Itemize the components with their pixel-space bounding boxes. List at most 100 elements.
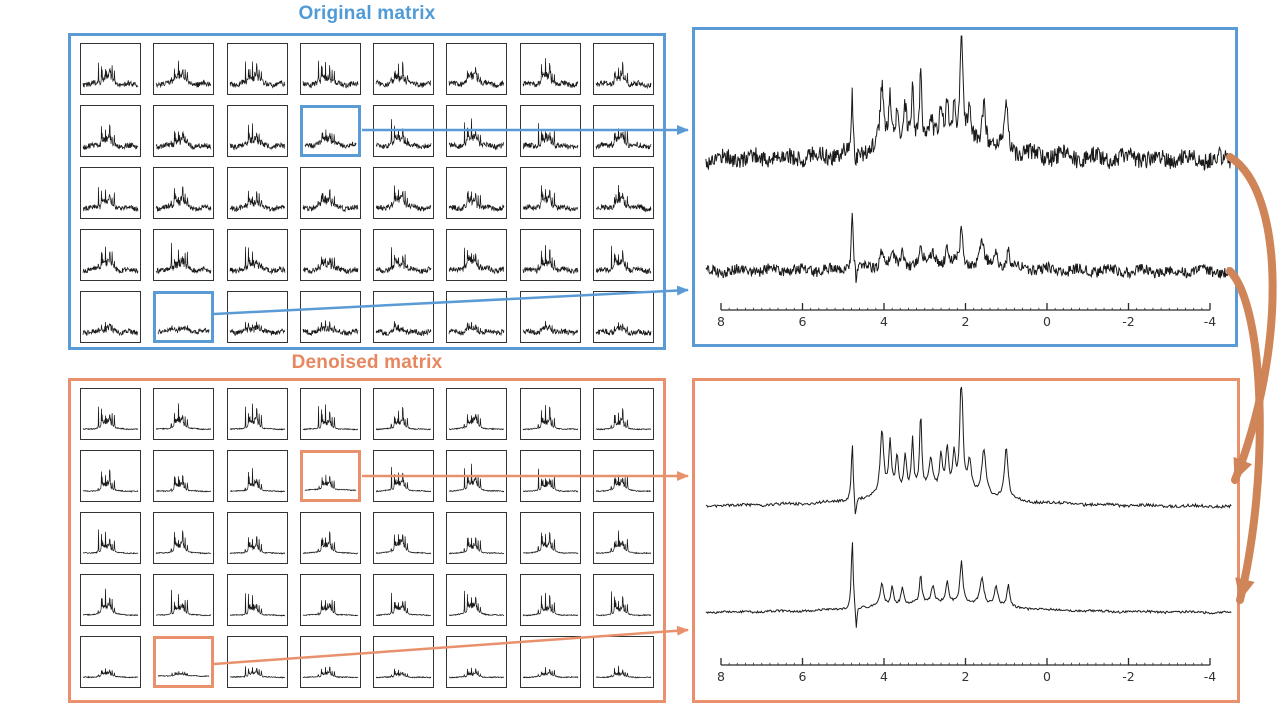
thumbnail-spectrum-plot xyxy=(156,242,212,275)
thumbnail-spectrum-line xyxy=(375,321,432,337)
thumbnail-spectrum-plot xyxy=(229,123,285,151)
thumbnail-spectrum-plot xyxy=(156,403,212,431)
thumbnail-spectrum-plot xyxy=(449,190,505,212)
thumbnail-spectrum-plot xyxy=(522,320,578,336)
thumbnail-spectrum-line xyxy=(82,406,139,431)
thumbnail-spectrum-plot xyxy=(376,534,432,555)
axis-tick-label: 6 xyxy=(799,314,807,329)
thumbnail-spectrum-plot xyxy=(302,531,358,555)
axis-tick-label: 2 xyxy=(962,314,970,329)
thumbnail-spectrum-line xyxy=(229,190,285,212)
spectrum-thumbnail xyxy=(80,105,141,157)
original-detail-panel: 8 6 4 2 0 -2 -4 xyxy=(692,27,1238,347)
original-matrix-title: Original matrix xyxy=(298,3,436,24)
thumbnail-spectrum-line xyxy=(522,58,579,88)
thumbnail-spectrum-line xyxy=(596,591,652,617)
thumbnail-spectrum-line xyxy=(158,671,210,678)
detail-spectra-plot: 8 6 4 2 0 -2 -4 xyxy=(705,35,1232,329)
thumbnail-spectrum-plot xyxy=(449,247,505,275)
spectrum-thumbnail xyxy=(299,388,361,440)
thumbnail-spectrum-line xyxy=(229,246,285,275)
thumbnail-spectrum-plot xyxy=(449,590,505,617)
spectrum-thumbnail xyxy=(373,105,435,157)
spectrum-thumbnail xyxy=(226,229,288,281)
thumbnail-spectrum-line xyxy=(302,599,359,617)
spectrum-thumbnail xyxy=(299,291,361,343)
spectrum-thumbnail xyxy=(593,167,655,219)
spectrum-thumbnail xyxy=(519,229,581,281)
thumbnail-spectrum-line xyxy=(595,474,652,493)
spectrum-thumbnail xyxy=(80,388,141,440)
spectrum-thumbnail xyxy=(593,636,655,688)
axis-tick-label: 0 xyxy=(1043,669,1051,684)
thumbnail-spectrum-line xyxy=(522,123,579,151)
thumbnail-spectrum-plot xyxy=(375,321,432,337)
thumbnail-spectrum-line xyxy=(229,321,285,337)
thumbnail-spectrum-plot xyxy=(522,532,579,555)
spectrum-thumbnail xyxy=(226,450,288,502)
thumbnail-spectrum-line xyxy=(302,666,359,679)
thumbnail-spectrum-plot xyxy=(302,60,359,89)
spectrum-thumbnail xyxy=(519,105,581,157)
original-selected-spectrum-1 xyxy=(705,35,1232,171)
thumbnail-spectrum-line xyxy=(82,668,139,679)
thumbnail-spectrum-line xyxy=(596,185,652,213)
spectrum-thumbnail xyxy=(373,291,435,343)
thumbnail-spectrum-plot xyxy=(449,118,505,151)
selected-spectrum-thumbnail xyxy=(153,291,215,343)
spectrum-thumbnail xyxy=(373,512,435,564)
thumbnail-spectrum-plot xyxy=(156,589,212,617)
thumbnail-spectrum-line xyxy=(449,667,505,679)
thumbnail-spectrum-line xyxy=(302,256,359,275)
spectrum-thumbnail xyxy=(446,450,508,502)
spectrum-thumbnail xyxy=(593,43,655,95)
thumbnail-spectrum-plot xyxy=(302,599,359,617)
spectrum-thumbnail xyxy=(153,574,215,626)
thumbnail-spectrum-plot xyxy=(229,468,285,493)
thumbnail-spectrum-plot xyxy=(522,404,578,431)
thumbnail-spectrum-line xyxy=(449,67,505,89)
thumbnail-spectrum-plot xyxy=(522,185,578,212)
spectrum-thumbnail xyxy=(153,388,215,440)
thumbnail-spectrum-line xyxy=(376,668,432,679)
thumbnail-spectrum-plot xyxy=(156,475,212,493)
spectrum-thumbnail xyxy=(226,291,288,343)
thumbnail-spectrum-plot xyxy=(595,128,652,151)
thumbnail-spectrum-plot xyxy=(229,536,285,555)
spectrum-thumbnail xyxy=(299,574,361,626)
thumbnail-spectrum-plot xyxy=(522,123,579,151)
thumbnail-spectrum-plot xyxy=(595,530,652,555)
spectrum-thumbnail xyxy=(299,636,361,688)
thumbnail-spectrum-plot xyxy=(595,665,652,679)
thumbnail-spectrum-plot xyxy=(522,592,578,617)
spectrum-thumbnail xyxy=(446,291,508,343)
thumbnail-spectrum-plot xyxy=(596,408,652,431)
thumbnail-spectrum-line xyxy=(229,123,285,151)
spectrum-thumbnail xyxy=(226,636,288,688)
thumbnail-spectrum-line xyxy=(522,667,579,679)
thumbnail-spectrum-line xyxy=(156,530,212,555)
axis-tick-label: -2 xyxy=(1122,314,1134,329)
thumbnail-spectrum-plot xyxy=(82,124,139,150)
thumbnail-spectrum-line xyxy=(82,62,139,88)
ppm-axis: 8 6 4 2 0 -2 -4 xyxy=(717,303,1216,329)
thumbnail-spectrum-plot xyxy=(82,529,139,555)
thumbnail-spectrum-plot xyxy=(229,593,285,617)
thumbnail-spectrum-plot xyxy=(229,61,285,89)
thumbnail-spectrum-line xyxy=(596,408,652,431)
thumbnail-spectrum-line xyxy=(595,665,652,679)
thumbnail-spectrum-line xyxy=(157,325,210,335)
spectrum-thumbnail xyxy=(373,574,435,626)
spectrum-thumbnail xyxy=(153,105,215,157)
spectrum-thumbnail xyxy=(153,229,215,281)
selected-spectrum-thumbnail xyxy=(153,636,215,688)
spectrum-thumbnail xyxy=(153,167,215,219)
axis-tick-label: 8 xyxy=(717,314,725,329)
thumbnail-spectrum-plot xyxy=(229,190,285,212)
spectrum-thumbnail xyxy=(373,636,435,688)
thumbnail-spectrum-plot xyxy=(229,246,285,275)
axis-tick-label: 2 xyxy=(962,669,970,684)
thumbnail-spectrum-plot xyxy=(595,322,652,336)
thumbnail-spectrum-plot xyxy=(596,591,652,617)
